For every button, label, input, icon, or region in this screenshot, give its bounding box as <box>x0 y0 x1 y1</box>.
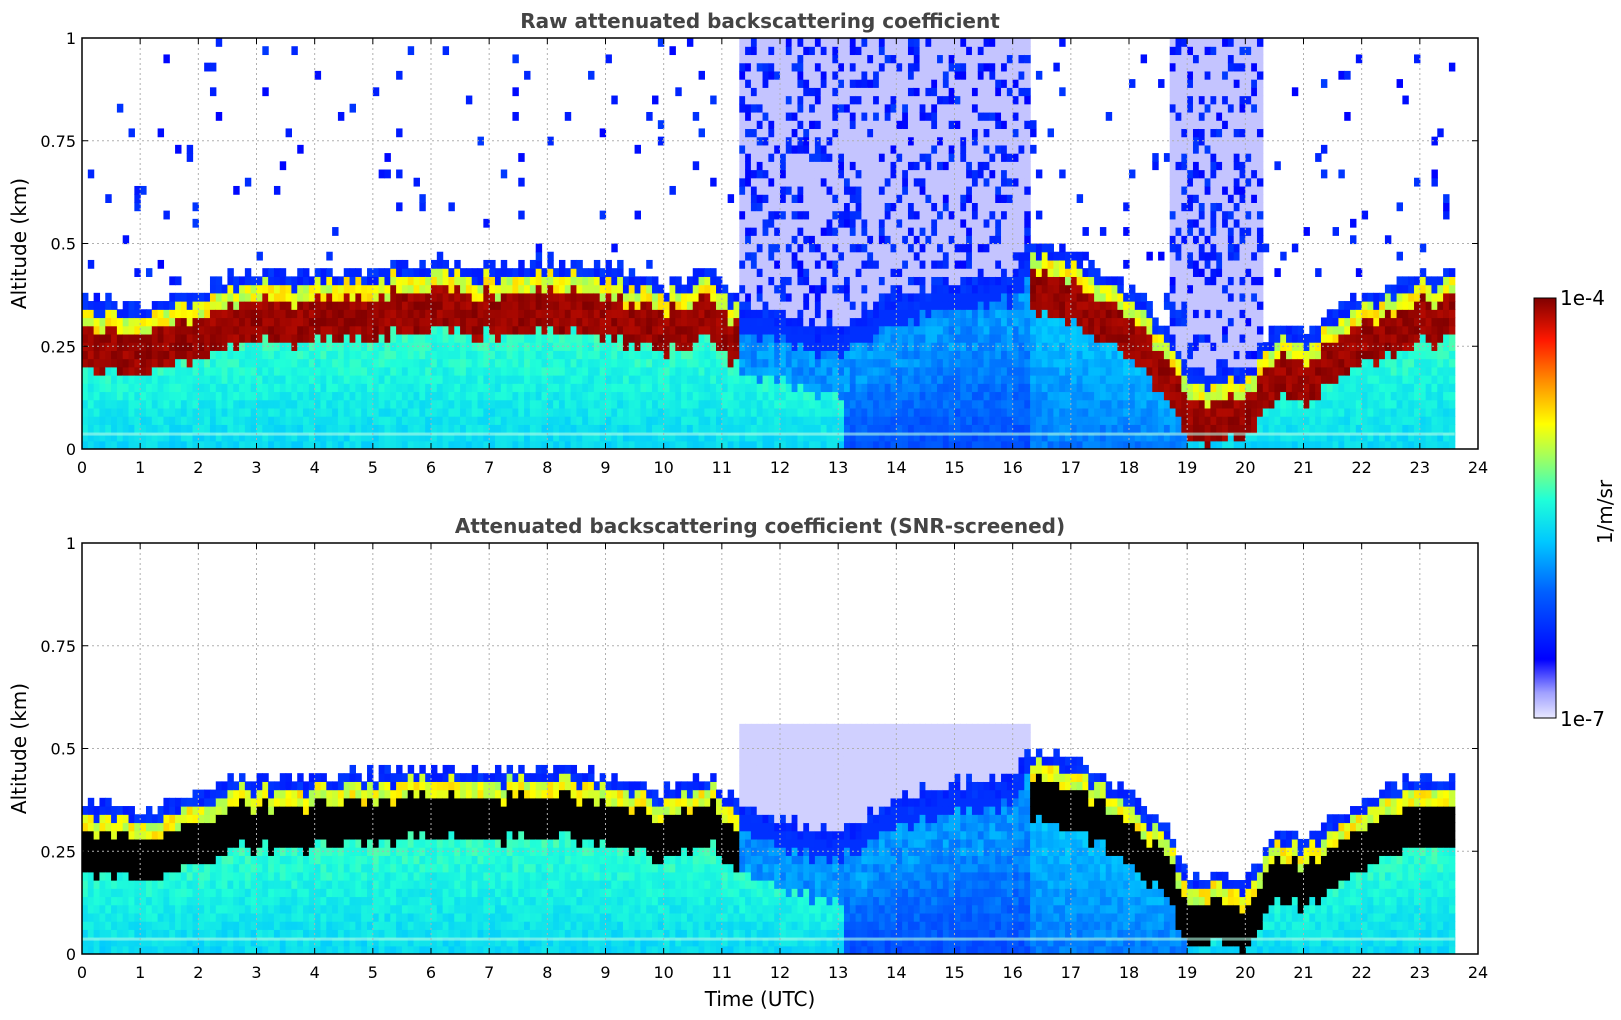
raw-backscatter-panel: 0 1 2 3 4 5 6 7 8 9 10 11 12 13 14 15 16 17 18 19 20 21 22 23 24… <box>7 9 1488 477</box>
x-tick-label: 7 <box>484 458 494 477</box>
x-tick-label: 11 <box>712 963 732 982</box>
x-tick-label: 0 <box>77 963 87 982</box>
x-tick-label: 14 <box>886 963 906 982</box>
y-tick-label: 1 <box>66 29 76 48</box>
y-tick-label: 0.75 <box>40 637 76 656</box>
x-tick-label: 10 <box>653 963 673 982</box>
y-tick-label: 0.5 <box>51 740 76 759</box>
x-tick-label: 7 <box>484 963 494 982</box>
colorbar-max-label: 1e-4 <box>1560 286 1605 310</box>
colorbar-min-label: 1e-7 <box>1560 707 1605 731</box>
x-tick-label: 4 <box>310 963 320 982</box>
y-axis-label: Altitude (km) <box>7 683 31 814</box>
y-tick-label: 0.25 <box>40 337 76 356</box>
x-tick-label: 22 <box>1351 963 1371 982</box>
x-tick-label: 6 <box>426 963 436 982</box>
x-tick-label: 5 <box>368 963 378 982</box>
y-tick-label: 0 <box>66 440 76 459</box>
x-tick-label: 10 <box>653 458 673 477</box>
x-tick-label: 17 <box>1061 458 1081 477</box>
x-tick-label: 5 <box>368 458 378 477</box>
grid <box>82 543 1478 954</box>
y-tick-label: 1 <box>66 534 76 553</box>
colorbar-gradient <box>1533 297 1557 719</box>
x-tick-label: 12 <box>770 963 790 982</box>
x-tick-label: 23 <box>1410 458 1430 477</box>
panel-title: Raw attenuated backscattering coefficien… <box>520 9 1000 33</box>
x-tick-label: 4 <box>310 458 320 477</box>
x-tick-label: 9 <box>600 963 610 982</box>
x-tick-label: 8 <box>542 963 552 982</box>
x-tick-label: 9 <box>600 458 610 477</box>
x-tick-label: 24 <box>1468 458 1488 477</box>
x-tick-label: 24 <box>1468 963 1488 982</box>
x-tick-label: 8 <box>542 458 552 477</box>
x-tick-label: 2 <box>193 458 203 477</box>
colorbar-unit-label: 1/m/sr <box>1593 479 1617 544</box>
x-tick-label: 23 <box>1410 963 1430 982</box>
x-tick-label: 15 <box>944 458 964 477</box>
heatmap-image <box>82 38 1478 449</box>
y-tick-label: 0.5 <box>51 235 76 254</box>
y-tick-label: 0.25 <box>40 842 76 861</box>
x-tick-label: 20 <box>1235 963 1255 982</box>
x-tick-label: 12 <box>770 458 790 477</box>
x-tick-label: 6 <box>426 458 436 477</box>
y-axis-label: Altitude (km) <box>7 178 31 309</box>
x-tick-label: 3 <box>251 963 261 982</box>
x-tick-label: 15 <box>944 963 964 982</box>
x-tick-label: 13 <box>828 963 848 982</box>
colorbar: 1e-4 1e-7 1/m/sr <box>1533 286 1617 731</box>
y-tick-label: 0.75 <box>40 132 76 151</box>
x-tick-label: 1 <box>135 458 145 477</box>
x-tick-label: 13 <box>828 458 848 477</box>
y-tick-label: 0 <box>66 945 76 964</box>
panel-title: Attenuated backscattering coefficient (S… <box>455 514 1065 538</box>
x-tick-label: 1 <box>135 963 145 982</box>
x-tick-label: 19 <box>1177 458 1197 477</box>
x-tick-label: 19 <box>1177 963 1197 982</box>
grid <box>82 38 1478 449</box>
x-tick-label: 18 <box>1119 963 1139 982</box>
x-tick-label: 3 <box>251 458 261 477</box>
x-tick-label: 20 <box>1235 458 1255 477</box>
x-tick-label: 21 <box>1293 458 1313 477</box>
x-tick-label: 16 <box>1002 458 1022 477</box>
x-axis-label: Time (UTC) <box>704 987 816 1011</box>
x-tick-label: 14 <box>886 458 906 477</box>
x-tick-label: 18 <box>1119 458 1139 477</box>
x-tick-label: 17 <box>1061 963 1081 982</box>
x-tick-label: 0 <box>77 458 87 477</box>
x-tick-label: 11 <box>712 458 732 477</box>
x-tick-label: 16 <box>1002 963 1022 982</box>
screened-backscatter-panel: 0 1 2 3 4 5 6 7 8 9 10 11 12 13 14 15 16 17 18 19 20 21 22 23 24… <box>7 514 1488 1011</box>
x-tick-label: 21 <box>1293 963 1313 982</box>
x-tick-label: 2 <box>193 963 203 982</box>
x-tick-label: 22 <box>1351 458 1371 477</box>
